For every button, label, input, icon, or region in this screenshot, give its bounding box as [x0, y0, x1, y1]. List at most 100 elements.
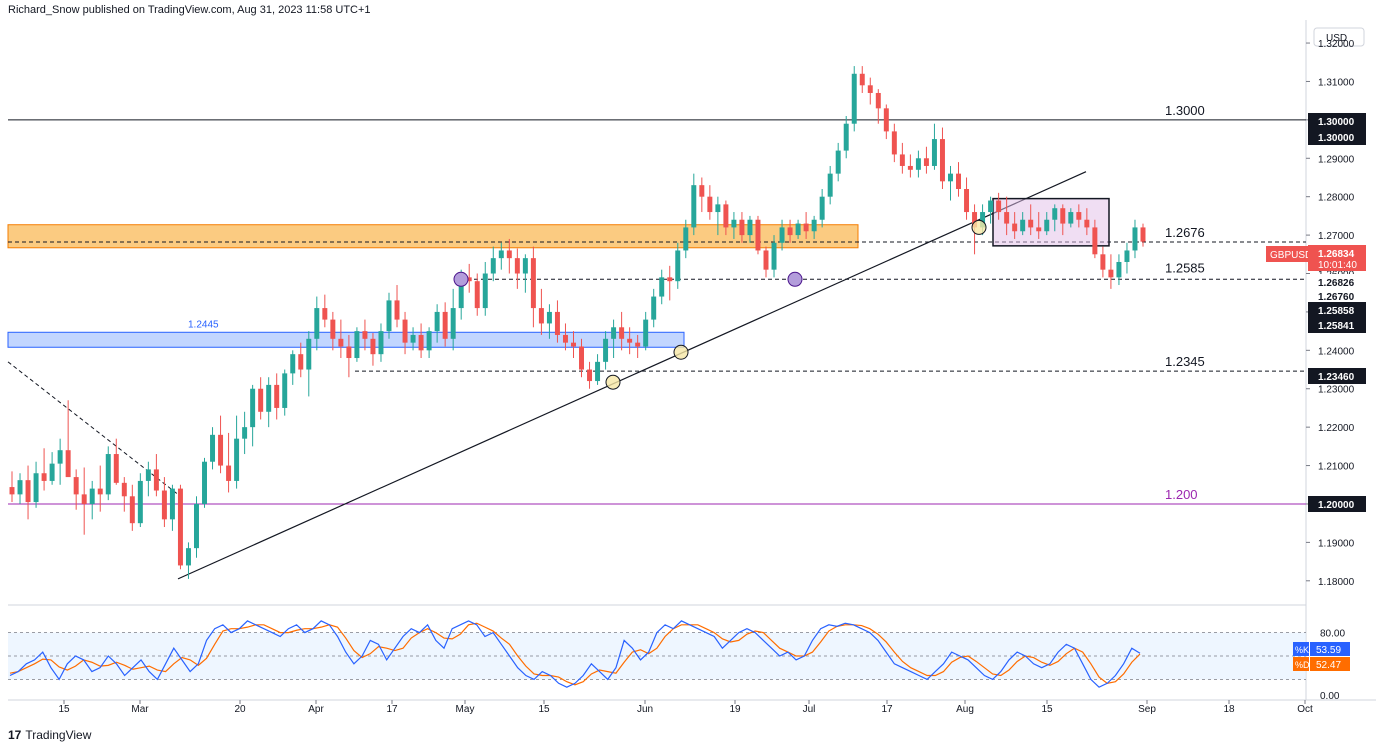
price-label-130000a: 1.30000: [1318, 117, 1355, 128]
last-price: 1.26834: [1318, 249, 1355, 260]
candle-body: [250, 388, 256, 428]
d-value: 52.47: [1316, 660, 1341, 671]
annotation-12345: 1.2345: [1165, 354, 1205, 369]
y-tick-label: 1.19000: [1318, 538, 1355, 549]
candle-body: [980, 212, 986, 228]
y-tick-label: 1.29000: [1318, 154, 1355, 165]
candle-body: [1068, 212, 1074, 224]
price-label-123460-bg: [1308, 368, 1366, 384]
candle-body: [306, 338, 312, 370]
price-label-126760: 1.26760: [1318, 292, 1355, 303]
candle-body: [1036, 227, 1042, 232]
candle-body: [546, 311, 552, 324]
touch-marker-purple: [453, 271, 469, 287]
x-tick-label: 19: [729, 704, 741, 715]
candle-body: [771, 242, 777, 270]
price-label-126760-bg: [1308, 288, 1366, 304]
candle-body: [635, 342, 641, 347]
candle-body: [538, 308, 544, 324]
ascending-trendline: [177, 171, 1087, 580]
annotation-12585: 1.2585: [1165, 260, 1205, 275]
candle-body: [1116, 261, 1122, 278]
candle-body: [482, 273, 488, 309]
currency-box: [1313, 27, 1365, 47]
candle-body: [202, 461, 207, 504]
candle-body: [1012, 223, 1018, 232]
x-tick-label: Sep: [1138, 704, 1156, 715]
candle-body: [9, 487, 15, 495]
candle-body: [434, 311, 440, 332]
candle-body: [1052, 208, 1058, 220]
overlays: [453, 219, 987, 390]
candle-body: [883, 108, 889, 132]
candle-body: [274, 384, 280, 408]
candle-body: [530, 258, 536, 309]
candle-body: [266, 384, 272, 412]
candle-body: [129, 496, 135, 524]
x-tick-label: 17: [881, 704, 893, 715]
candle-body: [595, 361, 601, 382]
price-label-126826: 1.26826: [1318, 278, 1355, 289]
candle-body: [242, 427, 248, 439]
candle-body: [811, 219, 817, 232]
price-label-126826-bg: [1308, 274, 1366, 290]
candle-body: [763, 250, 769, 270]
tradingview-brand: TradingView: [25, 728, 92, 742]
annotation-13000: 1.3000: [1165, 103, 1205, 118]
candle-body: [89, 488, 95, 504]
candle-body: [322, 308, 328, 320]
candle-body: [137, 480, 143, 524]
price-label-125858: 1.25858: [1318, 306, 1355, 317]
y-tick-label: 1.31000: [1318, 77, 1355, 88]
candle-body: [490, 258, 496, 274]
candle-body: [643, 319, 649, 347]
y-tick-label: 1.21000: [1318, 462, 1355, 473]
candle-body: [330, 319, 336, 339]
consolidation-box: [992, 197, 1110, 247]
candle-body: [659, 277, 665, 297]
candle-body: [1076, 212, 1082, 220]
x-tick-label: Mar: [131, 704, 149, 715]
descending-trendline: [7, 361, 179, 495]
annotation-12676: 1.2676: [1165, 225, 1205, 240]
candle-body: [338, 338, 344, 347]
candle-body: [948, 173, 953, 182]
candle-body: [755, 219, 761, 251]
candle-body: [426, 331, 432, 351]
candle-body: [234, 438, 240, 481]
y-tick-label: 1.18000: [1318, 577, 1355, 588]
candle-body: [651, 296, 657, 320]
candle-body: [803, 223, 809, 232]
candle-body: [218, 434, 224, 466]
candle-body: [587, 369, 593, 382]
x-tick-label: 15: [58, 704, 70, 715]
candle-body: [394, 300, 400, 320]
price-label-120000-bg: [1308, 496, 1366, 512]
candle-body: [571, 342, 576, 347]
footer: 17 TradingView: [8, 728, 91, 742]
candle-body: [867, 85, 873, 93]
x-tick-label: 20: [234, 704, 246, 715]
stoch-k-line: [9, 620, 1141, 688]
publisher-header: Richard_Snow published on TradingView.co…: [8, 4, 371, 16]
touch-marker-purple: [787, 271, 803, 287]
candle-body: [859, 73, 865, 86]
candle-body: [819, 196, 825, 220]
candle-body: [210, 434, 216, 462]
candle-body: [282, 373, 288, 408]
price-label-125841-bg: [1308, 317, 1366, 333]
candle-body: [843, 123, 849, 151]
annotation-1200: 1.200: [1165, 487, 1198, 502]
k-name-bg: [1293, 642, 1309, 656]
candle-body: [619, 327, 625, 339]
price-label-123460: 1.23460: [1318, 372, 1355, 383]
stoch-d-line: [9, 622, 1141, 686]
tradingview-logo-icon: 17: [8, 728, 22, 742]
resistance-zone-orange: [7, 224, 859, 249]
candle-body: [915, 158, 921, 170]
x-tick-label: Oct: [1297, 704, 1313, 715]
candle-body: [715, 204, 721, 213]
candle-body: [57, 450, 63, 464]
candle-body: [450, 308, 456, 339]
